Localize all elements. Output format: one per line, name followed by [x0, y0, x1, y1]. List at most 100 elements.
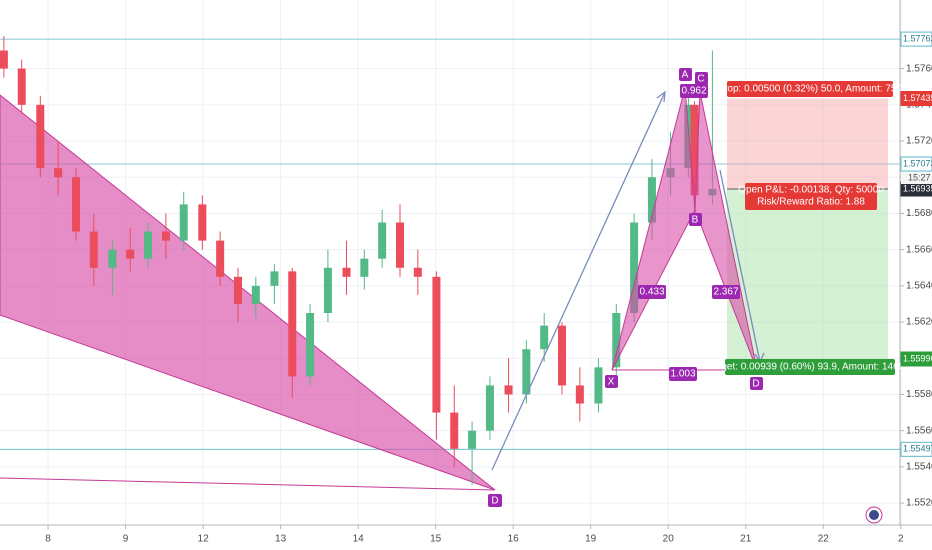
- candle-body: [89, 231, 98, 268]
- candle-body: [522, 349, 531, 395]
- x-tick-label: 15: [430, 534, 442, 545]
- candle-body: [306, 313, 315, 377]
- pattern-label: B: [692, 215, 699, 226]
- candle-body: [413, 267, 422, 277]
- candle-body: [575, 385, 584, 404]
- candle-body: [612, 313, 621, 368]
- arrow: [491, 91, 666, 471]
- x-tick-label: 14: [353, 534, 365, 545]
- candle-body: [251, 285, 260, 304]
- position-label-box: [727, 81, 893, 97]
- candle-body: [54, 168, 63, 178]
- candle-body: [594, 367, 603, 404]
- x-tick-label: 9: [123, 534, 129, 545]
- candle-body: [161, 231, 170, 241]
- pattern-right: X A B C D 0.433 0.962 2.367 1.003: [491, 68, 765, 471]
- logo: [869, 510, 879, 520]
- x-tick-label: 8: [45, 534, 51, 545]
- countdown: 15:27: [908, 172, 931, 182]
- candle-body: [198, 204, 207, 241]
- pattern-point: [488, 494, 502, 507]
- candle-body: [270, 271, 279, 286]
- pattern-triangle: [0, 94, 496, 491]
- price-tag-label: 1.55996: [903, 353, 932, 363]
- candle-body: [432, 276, 441, 413]
- candle-body: [378, 222, 387, 259]
- ratio-box: [669, 367, 697, 381]
- y-tick-label: 1.55200: [906, 498, 932, 509]
- price-tag: [900, 351, 932, 367]
- x-tick-label: 19: [585, 534, 597, 545]
- candle-body: [179, 204, 188, 241]
- position-label-box: [725, 358, 895, 375]
- pattern-leg: [0, 477, 496, 491]
- position-label: Target: 0.00939 (0.60%) 93.9, Amount: 14…: [707, 362, 913, 373]
- x-tick-label: 22: [818, 534, 830, 545]
- ratio-label: 2.367: [713, 287, 738, 298]
- pattern-label: D: [491, 496, 498, 507]
- x-tick-label: 20: [663, 534, 675, 545]
- x-tick-label: 13: [275, 534, 287, 545]
- candle-body: [216, 240, 225, 277]
- pattern-point: [750, 377, 763, 390]
- y-tick-label: 1.55600: [906, 425, 932, 436]
- candle-body: [468, 430, 477, 449]
- ratio-box: [680, 84, 708, 98]
- ratio-box: [712, 285, 740, 299]
- pattern-point: [605, 375, 618, 388]
- y-tick-label: 1.55400: [906, 462, 932, 473]
- x-tick-label: 12: [198, 534, 210, 545]
- ratio-label: 1.003: [670, 369, 695, 380]
- pattern-point: [679, 68, 692, 81]
- y-tick-label: 1.56200: [906, 317, 932, 328]
- candle-body: [126, 249, 135, 259]
- y-tick-label: 1.56400: [906, 280, 932, 291]
- candle-body: [485, 385, 494, 431]
- candle-body: [630, 222, 639, 314]
- pattern-label: X: [608, 377, 615, 388]
- price-tag-label: 1.57763: [903, 33, 932, 43]
- price-tag-label: 1.55497: [903, 444, 932, 454]
- position-label: Stop: 0.00500 (0.32%) 50.0, Amount: 750: [718, 84, 902, 95]
- candle-body: [360, 258, 369, 277]
- price-tag: [900, 31, 932, 47]
- price-tag-label: 1.56935: [903, 183, 932, 193]
- candle-body: [0, 50, 8, 69]
- price-tag: [900, 156, 932, 172]
- target-zone: [727, 189, 888, 359]
- pattern-label: C: [697, 74, 704, 85]
- candle-body: [558, 325, 567, 386]
- candle-body: [450, 412, 459, 449]
- arrow-head: [656, 90, 666, 103]
- candle-body: [690, 104, 699, 196]
- pattern-point: [695, 72, 708, 85]
- candle-body: [71, 177, 80, 232]
- ratio-label: 0.962: [681, 86, 706, 97]
- candle-body: [323, 267, 332, 314]
- y-tick-label: 1.57600: [906, 63, 932, 74]
- x-tick-label: 2: [898, 534, 904, 545]
- candle-body: [396, 222, 404, 268]
- position-label-box: [745, 183, 877, 210]
- candle-body: [108, 249, 117, 268]
- arrow: [719, 169, 761, 363]
- price-tag: [900, 441, 932, 457]
- price-tag-label: 1.57435: [903, 93, 932, 103]
- pattern-point: [689, 213, 702, 226]
- stop-zone: [727, 98, 888, 189]
- candle-body: [144, 231, 153, 259]
- price-tag-label: 1.57073: [903, 158, 932, 168]
- y-tick-label: 1.55800: [906, 389, 932, 400]
- candle-body: [647, 177, 656, 223]
- candle-body: [36, 104, 45, 169]
- pattern-label: D: [752, 379, 759, 390]
- ratio-box: [638, 285, 666, 299]
- pattern-label: A: [682, 70, 689, 81]
- countdown-box: [901, 172, 932, 185]
- y-tick-label: 1.57200: [906, 136, 932, 147]
- x-tick-label: 16: [508, 534, 520, 545]
- pattern-left: D: [0, 94, 502, 507]
- x-tick-label: 21: [740, 534, 752, 545]
